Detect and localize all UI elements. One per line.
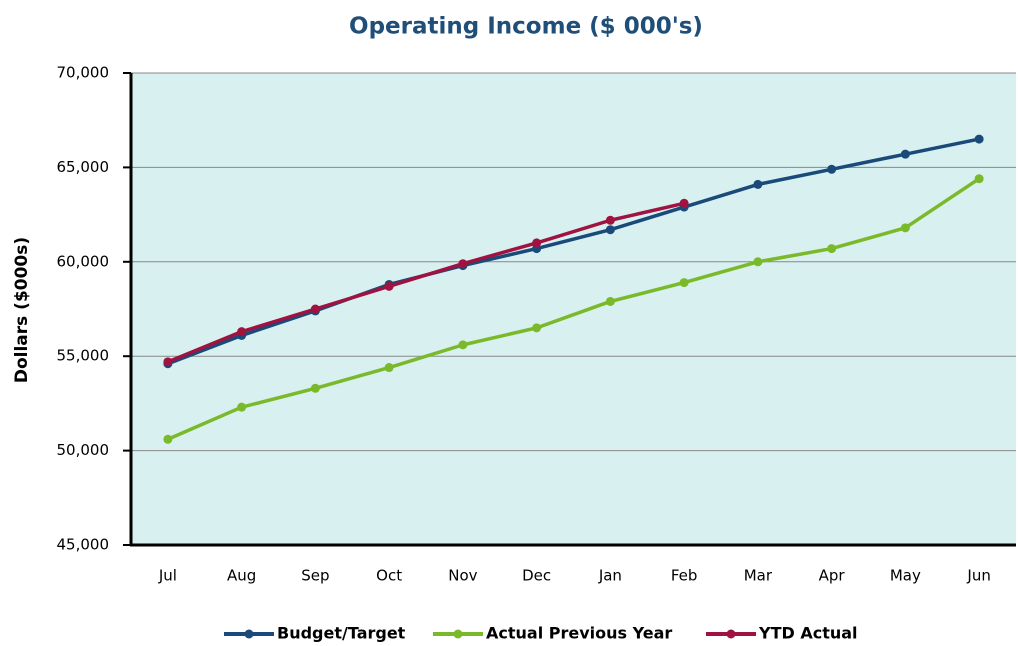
y-tick-label: 50,000 [57, 441, 110, 459]
data-point [163, 434, 173, 444]
data-point [753, 179, 763, 189]
data-point [532, 238, 542, 248]
data-point [900, 149, 910, 159]
x-tick-label: Dec [522, 567, 551, 585]
plot-area [131, 73, 1016, 545]
x-tick-label: Jul [158, 567, 177, 585]
data-point [827, 164, 837, 174]
legend-marker [726, 629, 736, 639]
legend-marker [453, 629, 463, 639]
legend-label: Budget/Target [277, 624, 406, 643]
data-point [974, 134, 984, 144]
data-point [605, 215, 615, 225]
data-point [532, 323, 542, 333]
y-tick-label: 45,000 [57, 536, 110, 554]
x-tick-label: Oct [376, 567, 402, 585]
y-tick-label: 70,000 [57, 64, 110, 82]
x-tick-label: May [890, 567, 921, 585]
data-point [458, 259, 468, 269]
legend-label: Actual Previous Year [486, 624, 672, 643]
x-tick-label: Aug [227, 567, 256, 585]
y-tick-label: 65,000 [57, 158, 110, 176]
data-point [384, 363, 394, 373]
x-tick-label: Apr [819, 567, 846, 585]
x-tick-label: Nov [448, 567, 477, 585]
data-point [974, 174, 984, 184]
data-point [827, 244, 837, 254]
data-point [679, 198, 689, 208]
x-tick-label: Mar [744, 567, 773, 585]
x-tick-label: Jan [598, 567, 622, 585]
data-point [605, 296, 615, 306]
y-axis-label: Dollars ($000s) [12, 237, 32, 383]
y-tick-label: 60,000 [57, 252, 110, 270]
y-tick-label: 55,000 [57, 347, 110, 365]
data-point [310, 304, 320, 314]
data-point [679, 278, 689, 288]
data-point [605, 225, 615, 235]
x-tick-label: Jun [966, 567, 990, 585]
x-tick-label: Sep [301, 567, 329, 585]
data-point [310, 383, 320, 393]
data-point [237, 327, 247, 337]
data-point [753, 257, 763, 267]
data-point [237, 402, 247, 412]
chart-title: Operating Income ($ 000's) [349, 14, 703, 40]
data-point [163, 357, 173, 367]
legend-marker [244, 629, 254, 639]
data-point [384, 281, 394, 291]
series-line [167, 137, 980, 366]
data-point [900, 223, 910, 233]
legend-label: YTD Actual [758, 624, 858, 643]
x-tick-label: Feb [671, 567, 698, 585]
series-line [167, 201, 685, 364]
data-point [458, 340, 468, 350]
series-line [167, 177, 981, 441]
